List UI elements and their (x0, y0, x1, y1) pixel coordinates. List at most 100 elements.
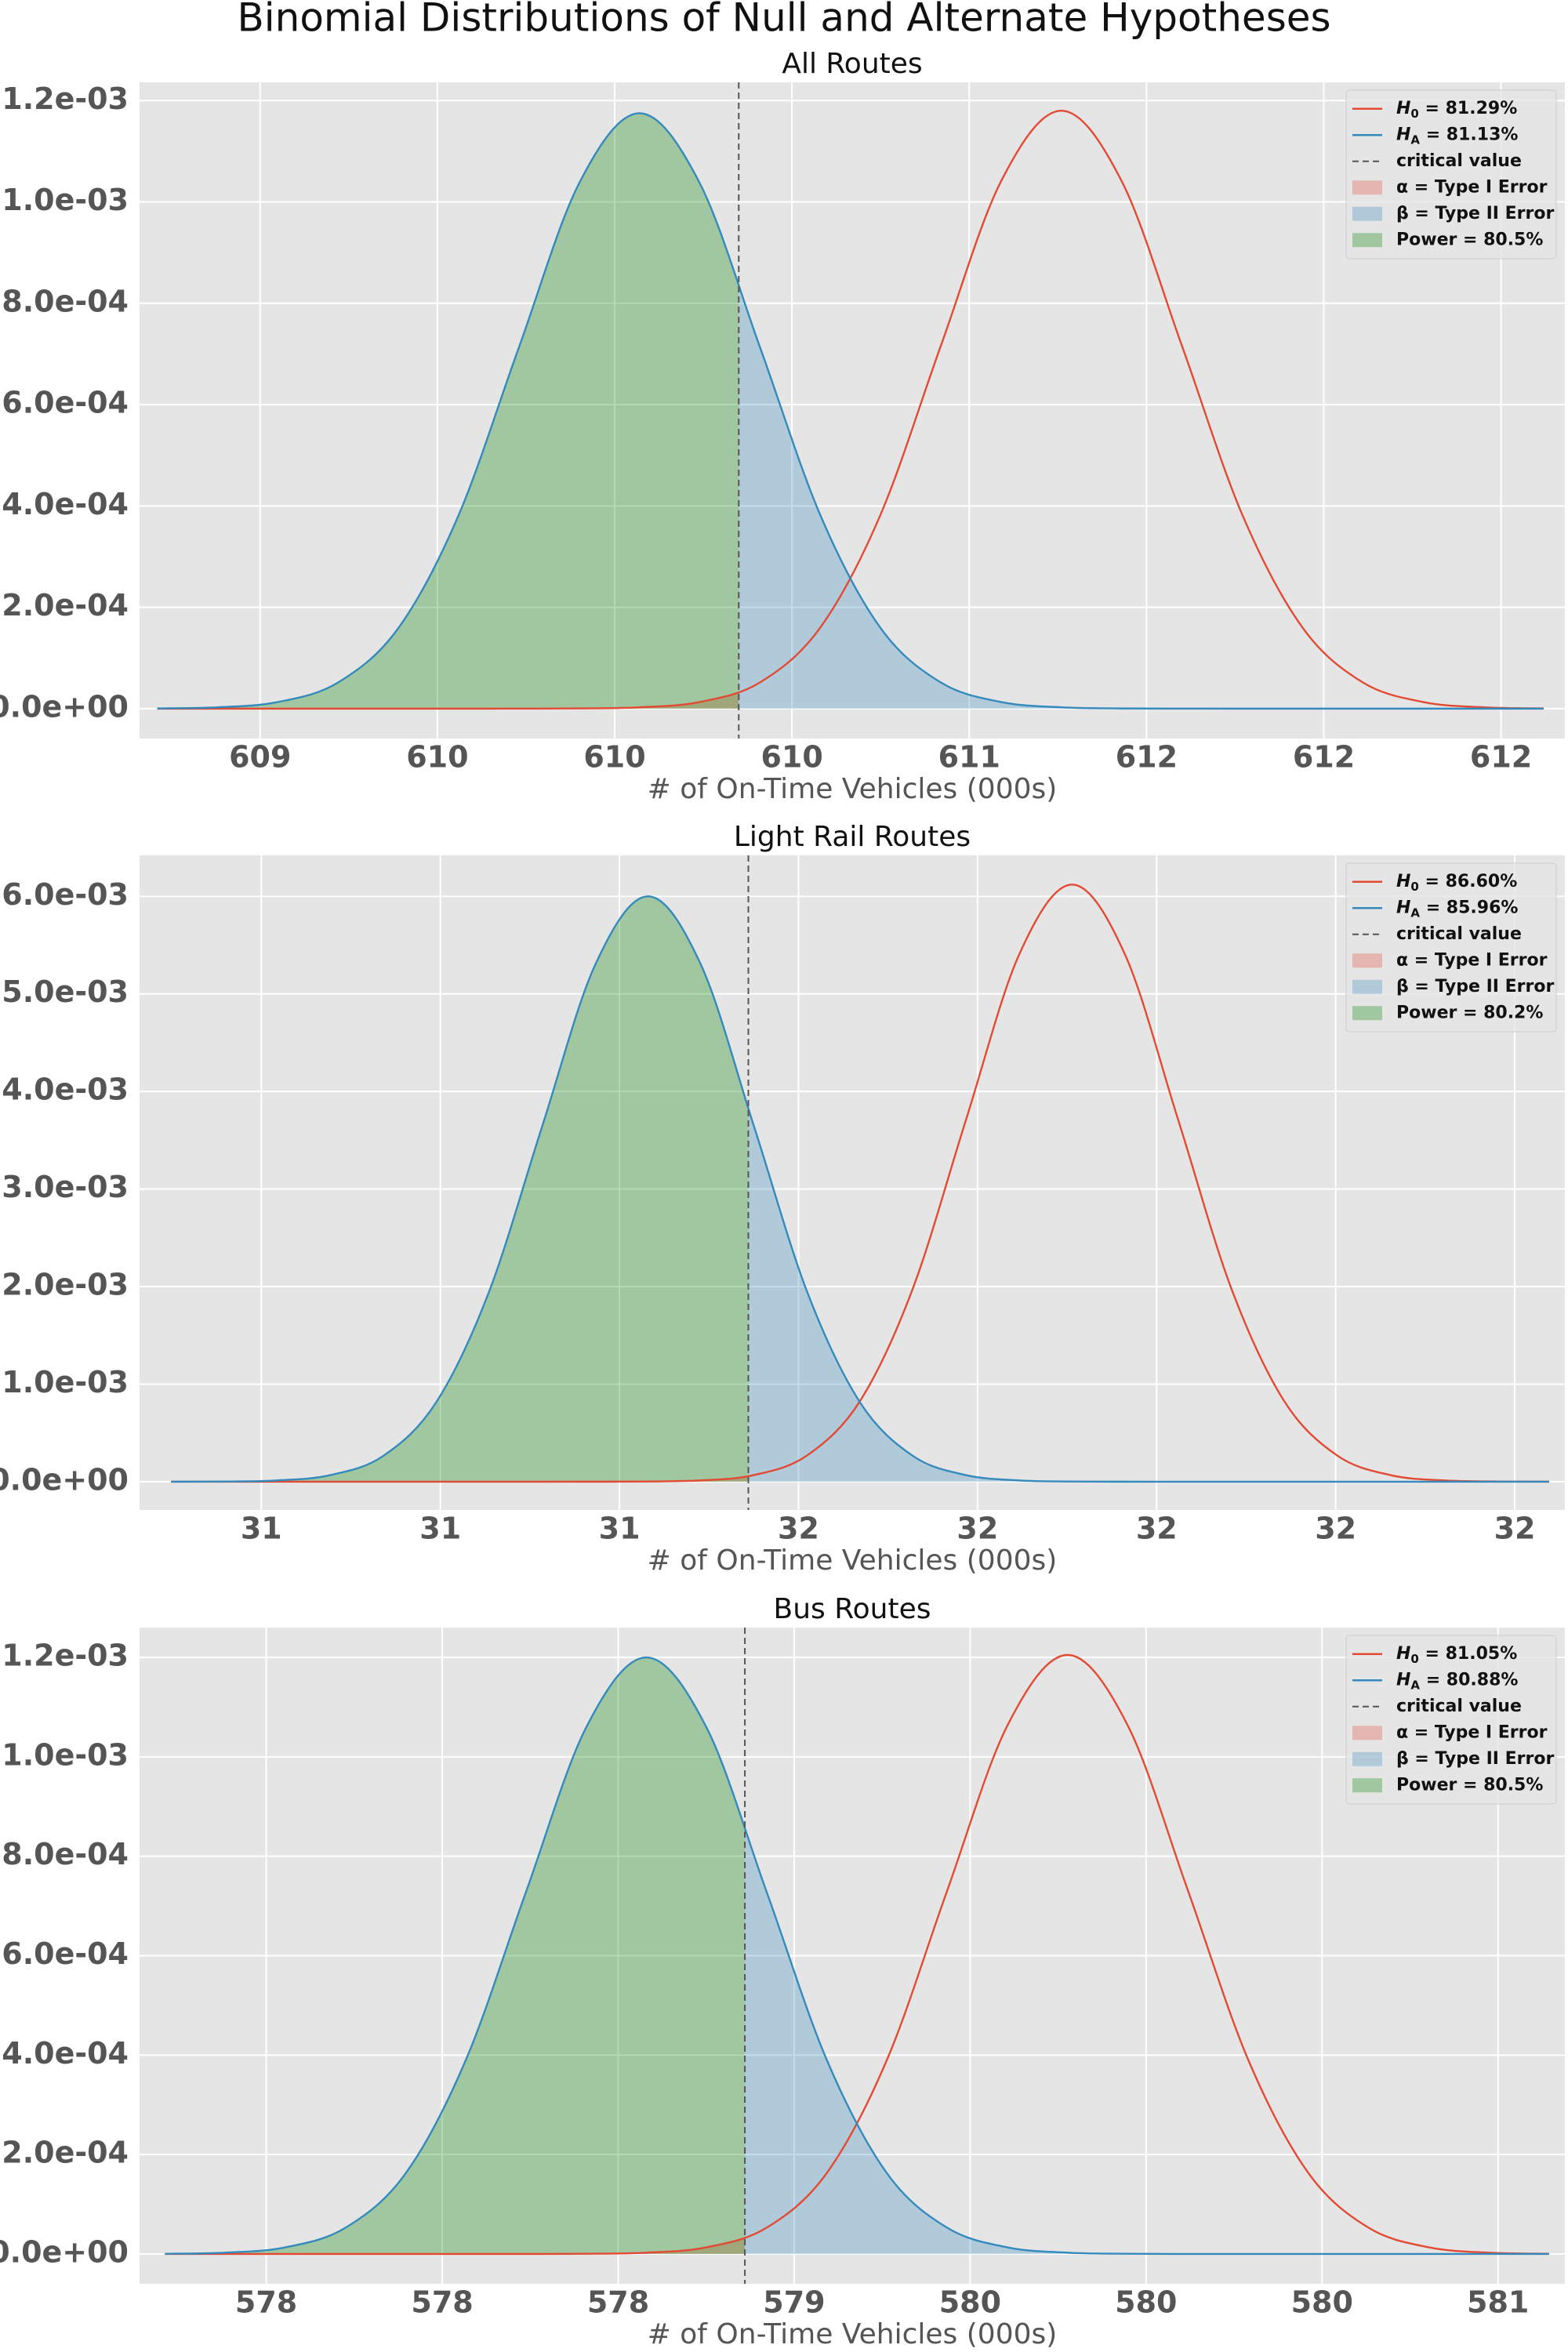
legend-box (1345, 89, 1557, 260)
legend-label: Power = 80.5% (1396, 230, 1543, 249)
area (165, 1657, 746, 2254)
y-tick-label: 2.0e-03 (2, 1268, 129, 1302)
x-tick-label: 580 (1291, 2285, 1353, 2320)
area (745, 1828, 1549, 2254)
area-clip (165, 1657, 746, 2254)
lines (171, 884, 1549, 1483)
lines (165, 1653, 1549, 2256)
y-tick-label: 6.0e-04 (2, 386, 129, 420)
y-tick-label: 1.0e-03 (2, 1737, 129, 1772)
y-tick-label: 4.0e-04 (2, 487, 129, 521)
x-axis-label: # of On-Time Vehicles (000s) (648, 1544, 1058, 1577)
legend-swatch (1352, 1006, 1382, 1021)
legend-label: critical value (1396, 151, 1522, 171)
legend-label: HA = 81.13% (1396, 125, 1518, 147)
y-tick-label: 4.0e-04 (2, 2036, 129, 2071)
line (165, 1653, 1549, 2256)
legend-label: HA = 80.88% (1396, 1670, 1518, 1692)
y-tick-label: 8.0e-04 (2, 1837, 129, 1871)
x-tick-label: 580 (939, 2285, 1001, 2320)
line (171, 895, 1549, 1483)
subplot-title: Light Rail Routes (734, 821, 971, 853)
legend-box (1345, 862, 1557, 1033)
area-clip (157, 692, 739, 709)
area (171, 896, 749, 1482)
y-tick-label: 4.0e-03 (2, 1073, 129, 1107)
legend-swatch (1352, 206, 1382, 221)
legend-box (1345, 1635, 1557, 1805)
x-tick-label: 610 (583, 740, 645, 775)
legend-label: β = Type II Error (1396, 204, 1554, 223)
legend-label: β = Type II Error (1396, 1749, 1554, 1769)
y-tick-label: 0.0e+00 (0, 1462, 129, 1497)
y-tick-label: 0.0e+00 (0, 2234, 129, 2269)
area (165, 2238, 746, 2254)
legend-label: H0 = 81.29% (1396, 99, 1517, 121)
legend-label: α = Type I Error (1396, 1722, 1548, 1742)
subplot-title: All Routes (782, 48, 922, 80)
area-clip (165, 2238, 746, 2254)
line (157, 109, 1544, 710)
legend-swatch (1352, 233, 1382, 248)
legend-label: Power = 80.2% (1396, 1003, 1543, 1022)
area-clip (748, 1108, 1549, 1482)
legend-label: H0 = 86.60% (1396, 872, 1517, 894)
subplot-title: Bus Routes (774, 1593, 931, 1625)
y-tick-label: 6.0e-04 (2, 1936, 129, 1971)
x-tick-label: 31 (419, 1512, 461, 1546)
y-tick-label: 6.0e-03 (2, 877, 129, 912)
area (748, 1108, 1549, 1482)
y-tick-label: 5.0e-03 (2, 975, 129, 1009)
legend-label: critical value (1396, 924, 1522, 944)
y-tick-label: 1.2e-03 (2, 1639, 129, 1673)
x-tick-label: 612 (1470, 740, 1532, 775)
legend-label: critical value (1396, 1697, 1522, 1716)
line (165, 1656, 1549, 2256)
x-tick-label: 581 (1467, 2285, 1529, 2320)
y-tick-label: 2.0e-04 (2, 588, 129, 622)
line (171, 884, 1549, 1483)
plot-background (140, 82, 1565, 739)
area-clip (745, 1828, 1549, 2254)
y-tick-label: 1.0e-03 (2, 1365, 129, 1399)
x-tick-label: 578 (411, 2285, 473, 2320)
area (739, 285, 1544, 709)
x-tick-label: 609 (229, 740, 291, 775)
legend-label: Power = 80.5% (1396, 1775, 1543, 1795)
y-tick-label: 0.0e+00 (0, 689, 129, 724)
line (157, 112, 1544, 710)
area (157, 692, 739, 709)
area-clip (171, 896, 749, 1482)
legend-swatch (1352, 1751, 1382, 1766)
legend-label: α = Type I Error (1396, 177, 1548, 197)
lines (157, 109, 1544, 710)
x-tick-label: 32 (956, 1512, 998, 1546)
plot-background (140, 855, 1565, 1510)
x-tick-label: 611 (938, 740, 1000, 775)
area-clip (739, 285, 1544, 709)
area-clip (157, 113, 739, 709)
y-tick-label: 2.0e-04 (2, 2136, 129, 2170)
x-tick-label: 610 (760, 740, 822, 775)
x-tick-label: 32 (1315, 1512, 1356, 1546)
x-tick-label: 31 (599, 1512, 641, 1546)
y-tick-label: 8.0e-04 (2, 284, 129, 318)
y-tick-label: 1.0e-03 (2, 183, 129, 217)
legend-swatch (1352, 1778, 1382, 1793)
x-tick-label: 578 (235, 2285, 297, 2320)
x-tick-label: 610 (406, 740, 468, 775)
x-tick-label: 612 (1293, 740, 1355, 775)
legend-label: β = Type II Error (1396, 977, 1554, 996)
area (157, 113, 739, 709)
x-axis-label: # of On-Time Vehicles (000s) (648, 2318, 1058, 2350)
legend-swatch (1352, 953, 1382, 968)
x-tick-label: 31 (241, 1512, 282, 1546)
x-axis-label: # of On-Time Vehicles (000s) (648, 773, 1058, 805)
y-tick-label: 1.2e-03 (2, 82, 129, 116)
x-tick-label: 579 (763, 2285, 825, 2320)
x-tick-label: 32 (778, 1512, 819, 1546)
x-tick-label: 32 (1494, 1512, 1536, 1546)
figure-title: Binomial Distributions of Null and Alter… (237, 0, 1330, 41)
